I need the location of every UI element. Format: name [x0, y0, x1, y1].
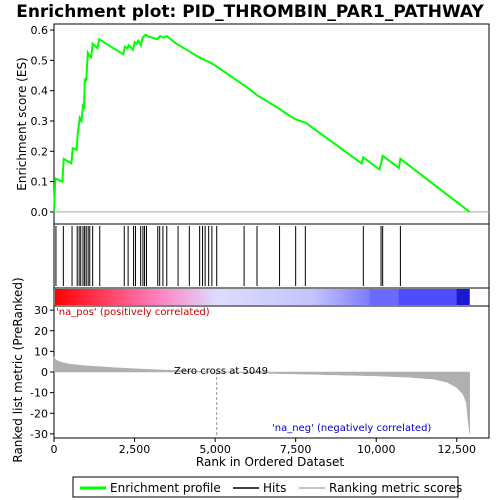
legend: Enrichment profile Hits Ranking metric s… — [72, 476, 462, 498]
legend-hits-label: Hits — [263, 481, 286, 495]
rank-x-tick-label: 2,500 — [119, 443, 151, 456]
metric-y-tick-label: 10 — [34, 345, 48, 358]
rank-x-tick-label: 0 — [51, 443, 58, 456]
zero-cross-label: Zero cross at 5049 — [174, 366, 268, 377]
rank-x-tick-label: 5,000 — [199, 443, 231, 456]
metric-y-tick-label: -30 — [30, 428, 48, 441]
metric-y-axis-label: Ranked list metric (PreRanked) — [11, 277, 25, 462]
heatmap-segment — [398, 289, 457, 305]
enrichment-panel-frame — [53, 23, 490, 225]
rank-x-axis-label: Rank in Ordered Dataset — [196, 455, 344, 469]
legend-enrichment-label: Enrichment profile — [110, 481, 221, 495]
enrichment-profile-line — [53, 33, 471, 213]
es-y-tick-label: 0.0 — [31, 206, 49, 219]
legend-frame — [72, 476, 459, 498]
rank-x-axis: 0 2,500 5,000 7,500 10,000 12,500 — [51, 438, 477, 456]
ranked-metric-panel: -30 -20 -10 0 10 20 30 0 2,500 5,000 7,500 10,000 1… — [11, 277, 490, 469]
es-y-axis-label: Enrichment score (ES) — [15, 57, 29, 190]
es-y-tick-label: 0.3 — [31, 115, 49, 128]
metric-y-tick-label: -10 — [30, 387, 48, 400]
rank-x-tick-label: 10,000 — [357, 443, 396, 456]
legend-metric-label: Ranking metric scores — [329, 481, 462, 495]
metric-y-tick-label: 0 — [41, 366, 48, 379]
es-y-tick-label: 0.4 — [31, 85, 49, 98]
es-y-tick-label: 0.1 — [31, 176, 49, 189]
ranking-heatmap-panel — [53, 287, 490, 307]
es-y-tick-label: 0.5 — [31, 54, 49, 67]
heatmap-dark-segments — [369, 289, 470, 305]
hit-markers — [55, 226, 401, 286]
metric-y-tick-label: -20 — [30, 407, 48, 420]
hits-panel — [53, 223, 490, 289]
metric-y-tick-label: 30 — [34, 304, 48, 317]
heatmap-segment — [369, 289, 399, 305]
plot-title: Enrichment plot: PID_THROMBIN_PAR1_PATHW… — [16, 2, 484, 22]
es-y-tick-label: 0.6 — [31, 24, 49, 37]
metric-y-axis: -30 -20 -10 0 10 20 30 — [30, 304, 54, 441]
ranking-metric-area — [53, 356, 470, 434]
rank-x-tick-label: 12,500 — [438, 443, 477, 456]
enrichment-panel: 0.0 0.1 0.2 0.3 0.4 0.5 0.6 Enrichment score (… — [15, 23, 490, 225]
heatmap-segment — [456, 289, 470, 305]
hits-panel-frame — [53, 223, 490, 289]
rank-x-tick-label: 7,500 — [280, 443, 312, 456]
es-y-tick-label: 0.2 — [31, 145, 49, 158]
ranking-heatmap-bar — [55, 289, 470, 305]
metric-y-tick-label: 20 — [34, 325, 48, 338]
es-y-axis: 0.0 0.1 0.2 0.3 0.4 0.5 0.6 — [31, 24, 54, 219]
positive-correlation-label: 'na_pos' (positively correlated) — [56, 307, 210, 318]
negative-correlation-label: 'na_neg' (negatively correlated) — [272, 423, 431, 434]
